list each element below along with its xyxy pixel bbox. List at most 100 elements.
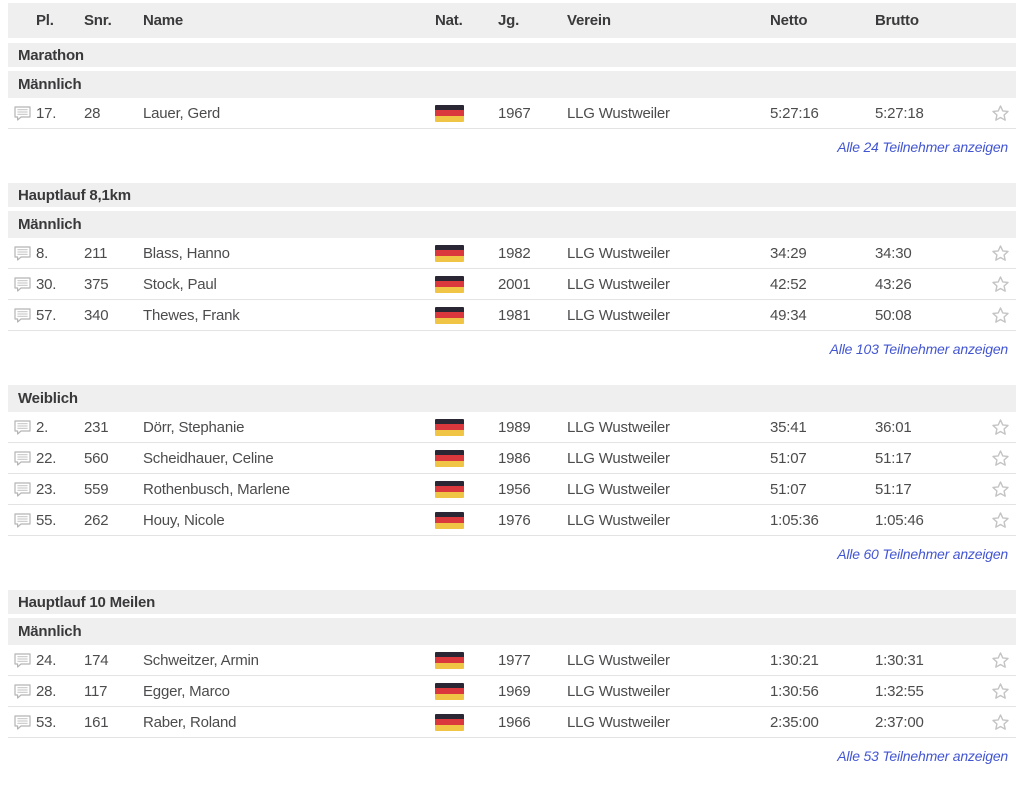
result-row[interactable]: 55. 262 Houy, Nicole 1976 LLG Wustweiler…: [8, 505, 1016, 536]
comment-bubble-icon[interactable]: [14, 276, 31, 292]
result-row[interactable]: 30. 375 Stock, Paul 2001 LLG Wustweiler …: [8, 269, 1016, 300]
show-all-row: Alle 53 Teilnehmer anzeigen: [8, 748, 1016, 768]
show-all-link[interactable]: Alle 24 Teilnehmer anzeigen: [837, 139, 1008, 155]
show-all-row: Alle 60 Teilnehmer anzeigen: [8, 546, 1016, 566]
netto-cell: 2:35:00: [770, 713, 819, 731]
startnumber-cell: 375: [84, 275, 109, 293]
startnumber-cell: 340: [84, 306, 109, 324]
result-row[interactable]: 2. 231 Dörr, Stephanie 1989 LLG Wustweil…: [8, 412, 1016, 443]
flag-germany-icon: [435, 104, 464, 122]
place-cell: 55.: [36, 511, 57, 529]
gender-title: Weiblich: [8, 385, 1016, 412]
startnumber-cell: 560: [84, 449, 109, 467]
name-cell: Raber, Roland: [143, 713, 237, 731]
flag-germany-icon: [435, 244, 464, 262]
club-cell: LLG Wustweiler: [567, 480, 670, 498]
netto-cell: 51:07: [770, 449, 807, 467]
comment-bubble-icon[interactable]: [14, 105, 31, 121]
brutto-cell: 50:08: [875, 306, 912, 324]
flag-germany-icon: [435, 275, 464, 293]
flag-germany-icon: [435, 449, 464, 467]
year-cell: 1981: [498, 306, 531, 324]
brutto-cell: 51:17: [875, 449, 912, 467]
year-cell: 1976: [498, 511, 531, 529]
place-cell: 24.: [36, 651, 57, 669]
event-title: Hauptlauf 8,1km: [8, 183, 1016, 207]
result-row[interactable]: 24. 174 Schweitzer, Armin 1977 LLG Wustw…: [8, 645, 1016, 676]
netto-cell: 49:34: [770, 306, 807, 324]
show-all-link[interactable]: Alle 103 Teilnehmer anzeigen: [829, 341, 1009, 357]
name-cell: Lauer, Gerd: [143, 104, 221, 122]
place-cell: 23.: [36, 480, 57, 498]
startnumber-cell: 161: [84, 713, 109, 731]
gender-title: Männlich: [8, 211, 1016, 238]
brutto-cell: 1:05:46: [875, 511, 924, 529]
netto-cell: 1:05:36: [770, 511, 819, 529]
event-section: Hauptlauf 8,1km Männlich 8. 211 Blass, H…: [8, 183, 1016, 566]
show-all-link[interactable]: Alle 53 Teilnehmer anzeigen: [837, 748, 1008, 764]
favorite-star-icon[interactable]: [990, 417, 1011, 438]
comment-bubble-icon[interactable]: [14, 419, 31, 435]
favorite-star-icon[interactable]: [990, 681, 1011, 702]
gender-title: Männlich: [8, 71, 1016, 98]
result-row[interactable]: 22. 560 Scheidhauer, Celine 1986 LLG Wus…: [8, 443, 1016, 474]
comment-bubble-icon[interactable]: [14, 512, 31, 528]
comment-bubble-icon[interactable]: [14, 307, 31, 323]
comment-bubble-icon[interactable]: [14, 714, 31, 730]
club-cell: LLG Wustweiler: [567, 418, 670, 436]
result-row[interactable]: 8. 211 Blass, Hanno 1982 LLG Wustweiler …: [8, 238, 1016, 269]
flag-germany-icon: [435, 713, 464, 731]
favorite-star-icon[interactable]: [990, 479, 1011, 500]
event-title: Marathon: [8, 43, 1016, 67]
brutto-cell: 36:01: [875, 418, 912, 436]
year-cell: 1967: [498, 104, 531, 122]
place-cell: 28.: [36, 682, 57, 700]
favorite-star-icon[interactable]: [990, 650, 1011, 671]
event-groups: Männlich 8. 211 Blass, Hanno 1982 LLG Wu…: [8, 211, 1016, 566]
nat-cell: [435, 275, 498, 293]
result-row[interactable]: 53. 161 Raber, Roland 1966 LLG Wustweile…: [8, 707, 1016, 738]
nat-cell: [435, 244, 498, 262]
favorite-star-icon[interactable]: [990, 243, 1011, 264]
startnumber-cell: 174: [84, 651, 109, 669]
year-cell: 1956: [498, 480, 531, 498]
flag-germany-icon: [435, 480, 464, 498]
comment-bubble-icon[interactable]: [14, 450, 31, 466]
comment-bubble-icon[interactable]: [14, 652, 31, 668]
brutto-cell: 43:26: [875, 275, 912, 293]
favorite-star-icon[interactable]: [990, 510, 1011, 531]
favorite-star-icon[interactable]: [990, 448, 1011, 469]
year-cell: 1982: [498, 244, 531, 262]
result-row[interactable]: 57. 340 Thewes, Frank 1981 LLG Wustweile…: [8, 300, 1016, 331]
favorite-star-icon[interactable]: [990, 712, 1011, 733]
brutto-cell: 2:37:00: [875, 713, 924, 731]
result-rows: 2. 231 Dörr, Stephanie 1989 LLG Wustweil…: [8, 412, 1016, 536]
place-cell: 17.: [36, 104, 57, 122]
comment-bubble-icon[interactable]: [14, 481, 31, 497]
table-header-row: Pl. Snr. Name Nat. Jg. Verein Netto Brut…: [8, 3, 1016, 38]
nat-cell: [435, 306, 498, 324]
nat-cell: [435, 651, 498, 669]
favorite-star-icon[interactable]: [990, 103, 1011, 124]
result-row[interactable]: 23. 559 Rothenbusch, Marlene 1956 LLG Wu…: [8, 474, 1016, 505]
event-groups: Männlich 24. 174 Schweitzer, Armin 1977 …: [8, 618, 1016, 768]
event-sections: Marathon Männlich 17. 28 Lauer, Gerd 196…: [8, 43, 1016, 768]
startnumber-cell: 231: [84, 418, 109, 436]
gender-group: Männlich 24. 174 Schweitzer, Armin 1977 …: [8, 618, 1016, 768]
place-cell: 53.: [36, 713, 57, 731]
year-cell: 2001: [498, 275, 531, 293]
year-cell: 1989: [498, 418, 531, 436]
show-all-link[interactable]: Alle 60 Teilnehmer anzeigen: [837, 546, 1008, 562]
flag-germany-icon: [435, 682, 464, 700]
result-row[interactable]: 17. 28 Lauer, Gerd 1967 LLG Wustweiler 5…: [8, 98, 1016, 129]
netto-cell: 5:27:16: [770, 104, 819, 122]
comment-bubble-icon[interactable]: [14, 245, 31, 261]
year-cell: 1977: [498, 651, 531, 669]
favorite-star-icon[interactable]: [990, 274, 1011, 295]
result-row[interactable]: 28. 117 Egger, Marco 1969 LLG Wustweiler…: [8, 676, 1016, 707]
comment-bubble-icon[interactable]: [14, 683, 31, 699]
brutto-cell: 1:30:31: [875, 651, 924, 669]
club-cell: LLG Wustweiler: [567, 244, 670, 262]
favorite-star-icon[interactable]: [990, 305, 1011, 326]
brutto-cell: 34:30: [875, 244, 912, 262]
